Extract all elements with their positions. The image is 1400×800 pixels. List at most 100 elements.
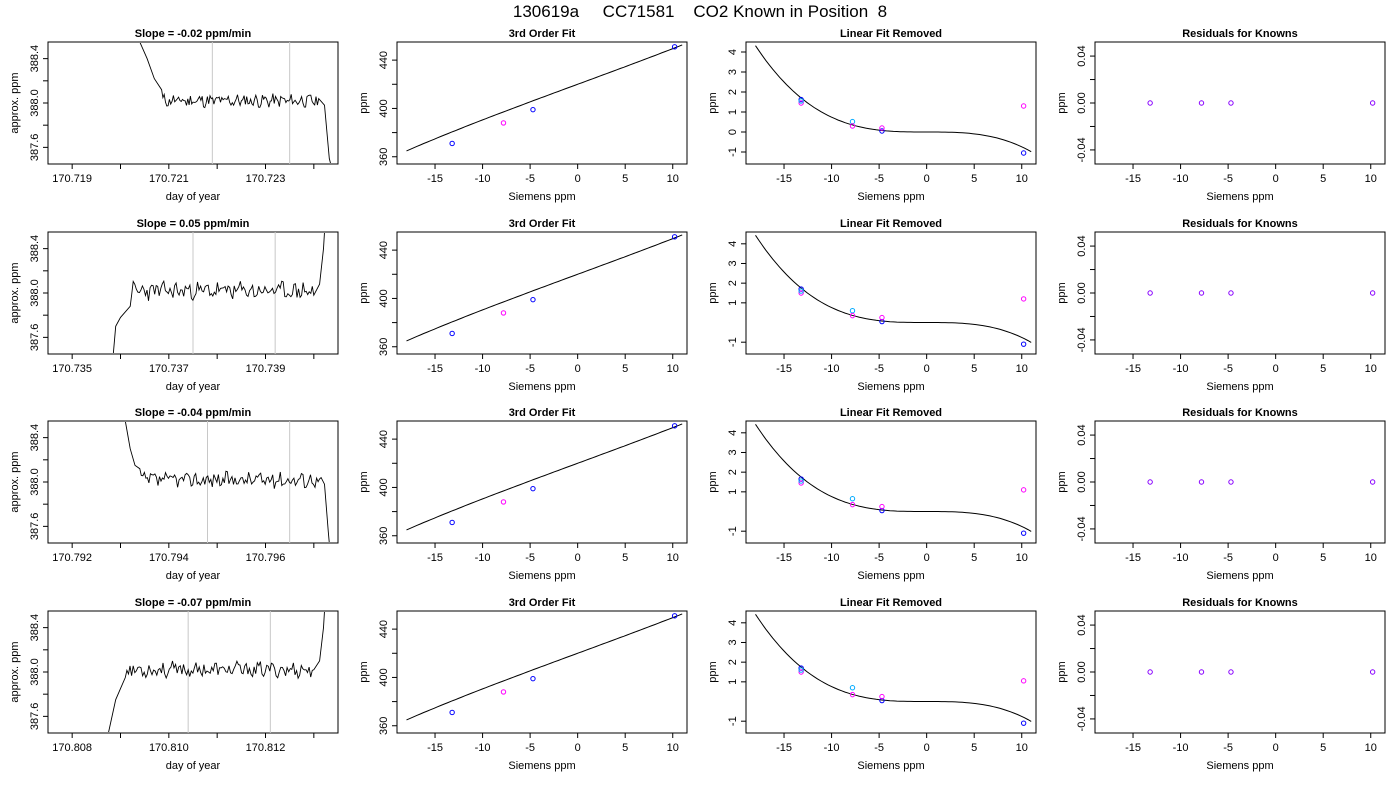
panel-r1c3-data-point xyxy=(1369,290,1376,296)
panel-r3c3-ylabel: ppm xyxy=(1056,661,1068,682)
panel-r3c2-data-point xyxy=(879,693,885,700)
panel-r3c2-data-point xyxy=(798,669,804,675)
panel-r1c0-ytick-label: 388.0 xyxy=(29,279,41,307)
panel-r1c3-data-point xyxy=(1228,290,1234,296)
panel-r0c2-data-point xyxy=(849,118,856,125)
panel-r0c0-title: Slope = -0.02 ppm/min xyxy=(135,28,252,40)
panel-r3c1-xlabel: Siemens ppm xyxy=(508,760,575,772)
panel-r1c0-ytick-label: 387.6 xyxy=(29,324,41,352)
panel-r2c0-xtick-label: 170.792 xyxy=(52,552,92,564)
panel-r0c2-data-point xyxy=(798,100,804,106)
panel-r2c2-data-point xyxy=(798,478,804,484)
panel-r0c1-ytick-label: 400 xyxy=(378,99,390,117)
panel-r0c3-xlabel: Siemens ppm xyxy=(1206,191,1273,203)
panel-r2c3-frame xyxy=(1094,420,1386,544)
panel-r0c2-ylabel: ppm xyxy=(707,92,719,113)
panel-r3c3-ytick-label: 0.04 xyxy=(1076,614,1088,635)
panel-r0c2-data-point xyxy=(879,125,885,131)
panel-r0c3-ytick-label: 0.00 xyxy=(1076,92,1088,113)
panel-r0c2-title: Linear Fit Removed xyxy=(840,28,942,40)
page-title: 130619a CC71581 CO2 Known in Position 8 xyxy=(512,2,888,21)
panel-r0c2-xtick-label: -15 xyxy=(776,173,792,185)
panel-r0c2-xlabel: Siemens ppm xyxy=(857,191,924,203)
panel-r1c1-frame xyxy=(396,231,688,355)
panel-r1c3-ylabel: ppm xyxy=(1056,282,1068,303)
panel-r2c1-xtick-label: 0 xyxy=(575,552,581,564)
panel-r1c1-xtick-label: 10 xyxy=(667,363,679,375)
panel-r3c1-data-point xyxy=(449,709,455,716)
panel-r0c3-ytick-label: 0.04 xyxy=(1076,45,1088,66)
panel-r3c1-ytick-label: 440 xyxy=(378,620,390,638)
panel-r1c2-title: Linear Fit Removed xyxy=(840,218,942,230)
panel-r2c3-xtick-label: 0 xyxy=(1273,552,1279,564)
panel-r0c2-data-point xyxy=(849,123,856,129)
panel-r0c0-xtick-label: 170.719 xyxy=(52,173,92,185)
panel-r1c3-ytick-label: 0.04 xyxy=(1076,235,1088,256)
panel-r3c1-data-point xyxy=(500,689,507,695)
panel-r0c3-frame xyxy=(1094,41,1386,165)
panel-r1c2-xtick-label: -5 xyxy=(874,363,884,375)
panel-r3c0-xtick-label: 170.810 xyxy=(149,742,189,754)
panel-r2c2-ytick-label: 4 xyxy=(727,430,739,436)
panel-r2c2-xtick-label: -10 xyxy=(824,552,840,564)
panel-r0c2-ytick-label: 0 xyxy=(727,129,739,135)
panel-r1c2-data-point xyxy=(798,288,804,294)
panel-r0c1-data-point xyxy=(671,44,678,50)
panel-r0c0-ylabel: approx. ppm xyxy=(9,72,21,133)
panel-r3c1-ylabel: ppm xyxy=(358,661,370,682)
panel-r3c0-ytick-label: 388.0 xyxy=(29,658,41,686)
panel-r2c3-xtick-label: -10 xyxy=(1173,552,1189,564)
panel-r2c1-data-point xyxy=(671,423,678,429)
panel-r1c3-data-point xyxy=(1198,290,1205,296)
panel-r1c0-series-line xyxy=(112,233,325,353)
panel-r3c3-xtick-label: 10 xyxy=(1365,742,1377,754)
panel-r3c3-frame xyxy=(1094,610,1386,734)
panel-r0c0-series-line xyxy=(139,43,331,163)
panel-r2c0-series-line xyxy=(125,422,330,542)
panel-r2c3-ytick-label: 0.00 xyxy=(1076,471,1088,492)
panel-r1c0-ytick-label: 388.4 xyxy=(29,235,41,263)
panel-r3c2-data-point xyxy=(1020,720,1027,726)
panel-r0c2-ytick-label: -1 xyxy=(727,147,739,157)
panel-r1c1-data-point xyxy=(671,234,678,240)
panel-r2c2-xtick-label: -15 xyxy=(776,552,792,564)
panel-r2c1-xtick-label: -15 xyxy=(427,552,443,564)
panel-r0c2-ytick-label: 3 xyxy=(727,69,739,75)
panel-r0c3-xtick-label: -5 xyxy=(1223,173,1233,185)
panel-r3c3-data-point xyxy=(1147,669,1153,675)
panel-r0c2-ytick-label: 4 xyxy=(727,49,739,55)
panel-r2c1-xtick-label: 5 xyxy=(622,552,628,564)
panel-r1c2-data-point xyxy=(798,290,804,296)
panel-r1c2-xtick-label: -15 xyxy=(776,363,792,375)
panel-r2c0-xtick-label: 170.796 xyxy=(246,552,286,564)
panel-r2c0-title: Slope = -0.04 ppm/min xyxy=(135,407,252,419)
panel-r3c2-ylabel: ppm xyxy=(707,661,719,682)
panel-r1c2-ytick-label: 3 xyxy=(727,260,739,266)
panel-r2c0-ytick-label: 388.4 xyxy=(29,424,41,452)
panel-r0c1-title: 3rd Order Fit xyxy=(509,28,576,40)
panel-r0c0-ytick-label: 388.0 xyxy=(29,89,41,117)
panel-r3c2-data-point xyxy=(798,667,804,673)
panel-r3c0-xtick-label: 170.812 xyxy=(246,742,286,754)
panel-r1c3-data-point xyxy=(1147,290,1153,296)
panel-r0c0-xtick-label: 170.721 xyxy=(149,173,189,185)
panel-r1c0-xtick-label: 170.739 xyxy=(246,363,286,375)
panel-r0c0-ytick-label: 387.6 xyxy=(29,134,41,162)
panel-r3c2-xtick-label: -5 xyxy=(874,742,884,754)
panel-r2c0-ytick-label: 388.0 xyxy=(29,468,41,496)
panel-r2c2-ytick-label: -1 xyxy=(727,526,739,536)
panel-r3c2-frame xyxy=(745,610,1037,734)
panel-r2c2-xtick-label: -5 xyxy=(874,552,884,564)
panel-r0c1-xtick-label: -5 xyxy=(525,173,535,185)
panel-r1c0-title: Slope = 0.05 ppm/min xyxy=(137,218,250,230)
panel-r1c1-xtick-label: -10 xyxy=(475,363,491,375)
panel-r0c3-data-point xyxy=(1147,100,1153,106)
panel-r1c0-xtick-label: 170.737 xyxy=(149,363,189,375)
panel-r0c1-frame xyxy=(396,41,688,165)
panel-r3c2-xlabel: Siemens ppm xyxy=(857,760,924,772)
panel-r3c3-data-point xyxy=(1369,669,1376,675)
panel-r0c1-ylabel: ppm xyxy=(358,92,370,113)
panel-r2c3-title: Residuals for Knowns xyxy=(1182,407,1298,419)
panel-r2c0-ylabel: approx. ppm xyxy=(9,451,21,512)
